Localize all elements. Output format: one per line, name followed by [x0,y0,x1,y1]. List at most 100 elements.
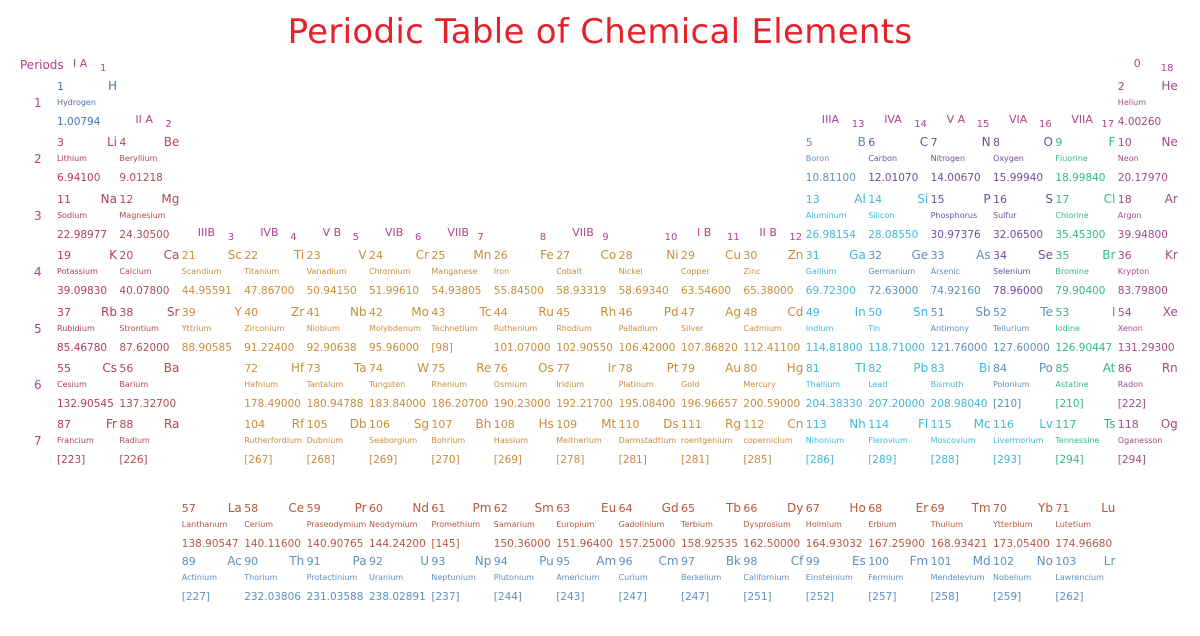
atomic-number: 82 [868,362,883,375]
element-symbol: Os [538,361,554,375]
atomic-mass: 47.86700 [244,285,295,298]
element-name: Carbon [868,154,898,164]
element-symbol: Sn [912,304,929,319]
element-name: Radium [119,436,150,446]
element-symbol: Am [596,554,617,568]
element-cell: 74 W Tungsten 183.84000 [369,360,431,417]
element-symbol: No [1036,554,1053,568]
element-name: Radon [1117,380,1144,389]
element-symbol: In [854,304,866,319]
element-cell: 80 Hg Mercury 200.59000 [743,360,805,417]
atomic-mass: 102.90550 [556,341,613,354]
element-symbol: Np [474,554,492,568]
atomic-number: 1 [57,80,64,93]
element-cell: 39 Y Yttrium 88.90585 [182,304,244,361]
element-cell: 73 Ta Tantalum 180.94788 [307,360,369,417]
atomic-mass: 54.93805 [431,285,482,298]
element-symbol: Ir [607,361,617,375]
element-symbol: Cl [1103,191,1116,206]
atomic-mass: [244] [493,591,523,603]
element-symbol: Gd [661,501,679,515]
element-cell: 64 Gd Gadolinium 157.25000 [619,500,681,557]
element-symbol: Mn [473,248,492,263]
atomic-mass: [227] [181,591,211,603]
group-number: 3 [227,232,235,243]
group-number: 9 [602,232,609,243]
element-cell: 46 Pd Palladium 106.42000 [619,304,681,361]
element-name: Thallium [805,380,841,389]
atomic-mass: [98] [431,341,453,354]
element-symbol: Fm [909,554,929,568]
element-cell: 67 Ho Holmium 164.93032 [806,500,868,557]
element-name: Tin [868,323,881,333]
element-symbol: Ta [353,361,367,375]
element-name: Plutonium [493,573,535,582]
element-symbol: U [420,554,429,568]
atomic-number: 35 [1055,249,1070,263]
atomic-number: 111 [681,418,702,432]
atomic-number: 101 [930,555,952,568]
element-symbol: Th [289,554,305,568]
element-name: Chromium [369,267,411,277]
element-symbol: V [358,248,367,263]
atomic-mass: 22.98977 [57,228,108,241]
atomic-mass: 238.02891 [369,591,426,603]
element-cell: 5 B Boron 10.81100 [806,134,868,191]
element-cell: 107 Bh Bohrium [270] [431,416,493,473]
element-name: Oganesson [1117,436,1163,446]
element-name: Dysprosium [743,520,791,529]
element-cell: 105 Db Dubnium [268] [307,416,369,473]
element-name: Osmium [493,380,528,389]
element-symbol: Te [1040,304,1053,319]
element-cell: 55 Cs Cesium 132.90545 [57,360,119,417]
atomic-number: 76 [493,362,508,375]
element-name: Seaborgium [369,436,418,446]
element-cell: 71 Lu Lutetium 174.96680 [1055,500,1117,557]
atomic-mass: 95.96000 [369,341,420,354]
atomic-number: 38 [119,305,134,319]
element-symbol: Li [106,135,117,150]
element-symbol: Ho [849,501,866,515]
atomic-number: 63 [556,502,571,515]
atomic-mass: 58.69340 [618,285,669,298]
atomic-number: 98 [743,555,758,568]
element-cell: 102 No Nobelium [259] [993,553,1055,610]
element-cell: 103 Lr Lawrencium [262] [1055,553,1117,610]
element-cell: 19 K Potassium 39.09830 [57,247,119,304]
atomic-number: 49 [805,305,820,319]
element-symbol: F [1108,135,1116,150]
atomic-number: 24 [369,249,383,263]
element-cell: 101 Md Mendelevium [258] [931,553,993,610]
element-symbol: Sc [227,248,242,263]
atomic-number: 115 [930,418,952,432]
atomic-number: 52 [993,305,1007,319]
element-name: Arsenic [930,267,961,277]
element-cell: 53 I Iodine 126.90447 [1055,304,1117,361]
element-symbol: Hf [290,361,305,375]
atomic-mass: 39.09830 [57,285,108,298]
element-cell: 52 Te Tellurium 127.60000 [993,304,1055,361]
element-name: Titanium [244,267,280,277]
element-name: Iodine [1055,323,1080,333]
element-symbol: Tm [971,501,991,515]
atomic-number: 70 [993,502,1007,515]
element-name: Rhodium [556,323,592,333]
element-name: Helium [1117,98,1147,107]
atomic-mass: 144.24200 [369,538,426,550]
element-name: Neodymium [369,520,418,529]
element-symbol: Ds [663,417,679,432]
atomic-number: 71 [1055,502,1070,515]
atomic-mass: [145] [431,538,460,550]
element-cell: 7 N Nitrogen 14.00670 [931,134,993,191]
atomic-mass: [286] [805,454,835,467]
element-cell: 43 Tc Technetium [98] [431,304,493,361]
atomic-mass: 63.54600 [681,285,732,298]
atomic-number: 9 [1055,136,1063,150]
element-symbol: Mt [601,417,617,432]
atomic-mass: 14.00670 [930,172,981,185]
atomic-mass: 30.97376 [930,228,981,241]
element-cell: 82 Pb Lead 207.20000 [868,360,930,417]
atomic-mass: 121.76000 [930,341,988,354]
atomic-mass: [259] [993,591,1022,603]
element-symbol: Fr [106,417,117,432]
